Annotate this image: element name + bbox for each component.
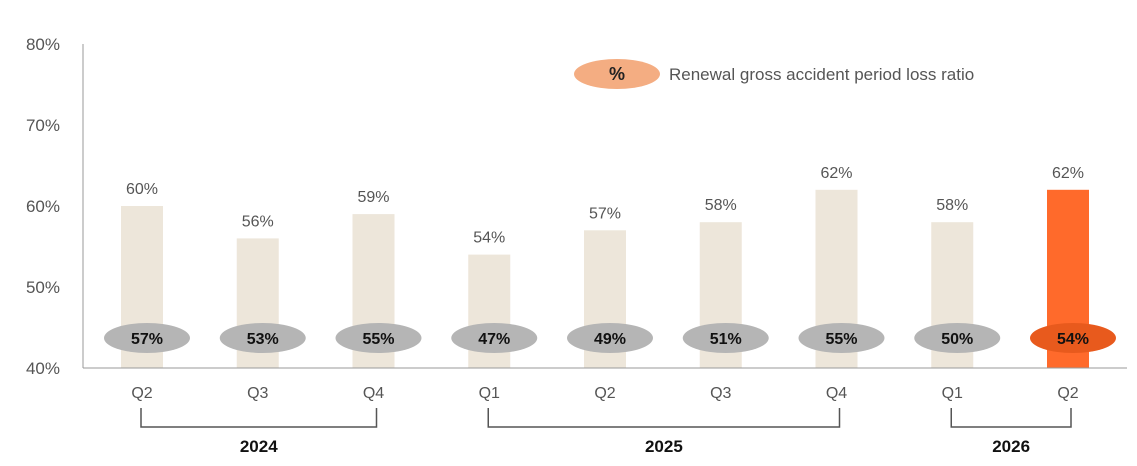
renewal-ratio-label: 49% (594, 331, 626, 348)
x-tick-label: Q4 (363, 385, 384, 402)
renewal-ratio-label: 53% (247, 331, 279, 348)
year-label: 2025 (645, 437, 683, 456)
renewal-ratio-marker (914, 323, 1001, 353)
renewal-ratio-marker (798, 323, 885, 353)
year-label: 2026 (992, 437, 1030, 456)
renewal-ratio-label: 54% (1057, 331, 1089, 348)
renewal-ratio-marker (104, 323, 190, 353)
x-axis: Q2 Q3 Q4 Q1 Q2 Q3 Q4 Q1 Q2 (83, 367, 1127, 402)
year-bracket (950, 408, 1072, 428)
y-tick-label: 50% (26, 278, 60, 297)
bar-value-label: 54% (473, 230, 505, 247)
x-tick-label: Q3 (247, 385, 268, 402)
x-tick-label: Q1 (479, 385, 500, 402)
renewal-ratio-label: 55% (362, 331, 394, 348)
bar-value-label: 60% (126, 181, 158, 198)
legend-label: Renewal gross accident period loss ratio (669, 65, 974, 84)
year-bracket (140, 408, 378, 428)
renewal-ratio-marker (682, 323, 769, 353)
renewal-ratio-label: 47% (478, 331, 510, 348)
bar-value-label: 56% (242, 213, 274, 230)
bar-value-label: 62% (820, 165, 852, 182)
renewal-ratio-label: 55% (825, 331, 857, 348)
year-label: 2024 (240, 437, 278, 456)
renewal-ratio-marker (219, 323, 306, 353)
renewal-ratio-label: 50% (941, 331, 973, 348)
bar-value-label: 62% (1052, 165, 1084, 182)
bar-value-labels: 60% 56% 59% 54% 57% 58% 62% 58% 62% (126, 165, 1084, 247)
renewal-ratio-marker (451, 323, 538, 353)
y-tick-label: 60% (26, 197, 60, 216)
legend-marker (574, 59, 660, 89)
bar-value-label: 57% (589, 205, 621, 222)
x-tick-label: Q1 (942, 385, 963, 402)
renewal-ratio-marker (1030, 323, 1116, 353)
renewal-ratio-label: 51% (710, 331, 742, 348)
renewal-ratio-label: 57% (131, 331, 163, 348)
renewal-ratio-markers: 57% 53% 55% 47% 49% 51% 55% 50% 54% (104, 323, 1116, 353)
year-groups: 2024 2025 2026 (140, 408, 1072, 456)
x-tick-label: Q2 (1057, 385, 1078, 402)
bar-value-label: 58% (705, 197, 737, 214)
year-bracket (487, 408, 841, 428)
renewal-ratio-marker (567, 323, 653, 353)
y-tick-label: 40% (26, 359, 60, 378)
bar-value-label: 59% (357, 189, 389, 206)
y-axis: 40% 50% 60% 70% 80% (26, 35, 84, 378)
x-tick-label: Q3 (710, 385, 731, 402)
y-tick-label: 70% (26, 116, 60, 135)
y-tick-label: 80% (26, 35, 60, 54)
x-tick-label: Q2 (594, 385, 615, 402)
legend: % Renewal gross accident period loss rat… (574, 59, 974, 89)
renewal-ratio-marker (335, 323, 422, 353)
x-tick-label: Q4 (826, 385, 847, 402)
bar-value-label: 58% (936, 197, 968, 214)
legend-marker-text: % (609, 64, 625, 84)
x-tick-label: Q2 (131, 385, 152, 402)
